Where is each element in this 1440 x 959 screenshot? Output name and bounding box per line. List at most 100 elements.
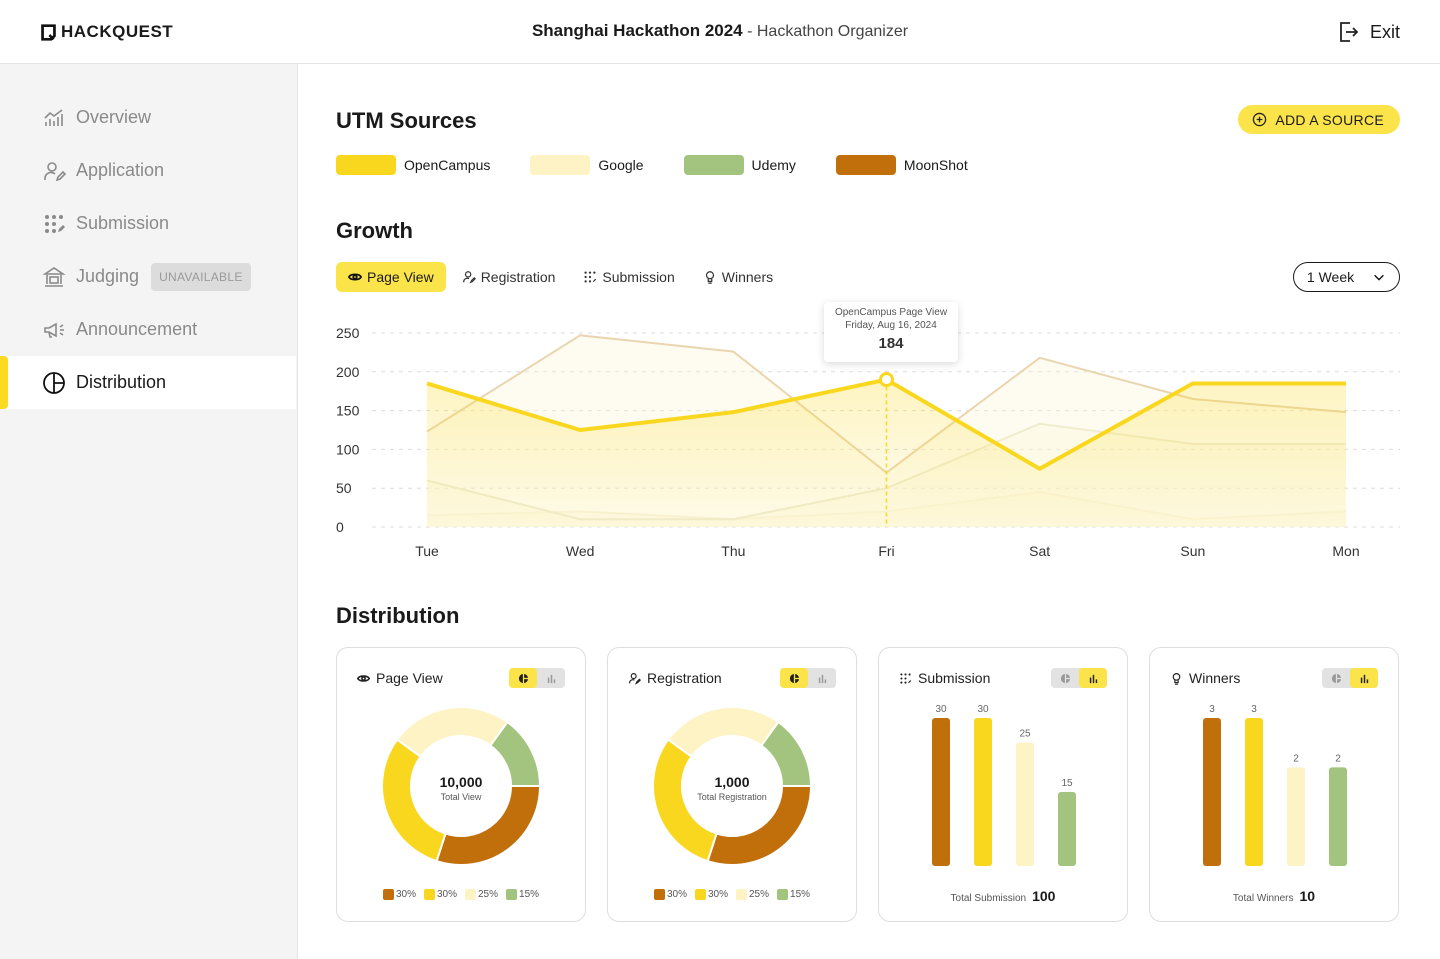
legend-item-udemy[interactable]: Udemy — [683, 155, 796, 175]
legend-item-google[interactable]: Google — [530, 155, 644, 175]
pct-legend-item: 30% — [423, 889, 457, 900]
pct-legend-item: 15% — [777, 889, 810, 900]
period-select[interactable]: 1 Week — [1293, 262, 1400, 292]
sidebar-item-overview[interactable]: Overview — [0, 91, 296, 144]
card-title: Submission — [899, 670, 990, 686]
dots-grid-icon — [584, 271, 597, 283]
period-value: 1 Week — [1306, 269, 1355, 285]
card-title-label: Page View — [376, 670, 443, 686]
pct-swatch — [423, 889, 435, 900]
bar — [1058, 792, 1076, 866]
bar-view-button[interactable] — [1079, 668, 1107, 688]
sidebar-item-distribution[interactable]: Distribution — [0, 356, 296, 409]
tab-label: Submission — [602, 269, 675, 285]
pct-label: 25% — [749, 889, 770, 900]
pct-label: 30% — [436, 889, 457, 900]
sidebar-item-label: Submission — [76, 213, 170, 233]
sidebar-item-announcement[interactable]: Announcement — [0, 303, 296, 356]
bar-chart-icon — [547, 674, 555, 683]
user-edit-icon — [462, 271, 476, 284]
tab-registration[interactable]: Registration — [450, 262, 568, 292]
bank-icon — [42, 266, 66, 287]
total-label: Total Winners — [1232, 893, 1294, 904]
bar — [1203, 718, 1221, 866]
pie-icon — [518, 673, 528, 683]
total-value: 1,000 — [714, 774, 750, 790]
y-tick-label: 200 — [336, 364, 360, 380]
x-tick-label: Tue — [415, 543, 439, 559]
pie-view-button[interactable] — [1051, 668, 1079, 688]
x-tick-label: Mon — [1332, 543, 1359, 559]
pie-view-button[interactable] — [780, 668, 808, 688]
sidebar-item-submission[interactable]: Submission — [0, 197, 296, 250]
pct-label: 30% — [395, 889, 416, 900]
total-value: 10 — [1299, 888, 1316, 904]
total-label: Total Registration — [697, 792, 767, 802]
pct-label: 15% — [790, 889, 811, 900]
card-page-view: Page View 10,000 Total View 30% 30% 25% … — [336, 647, 586, 922]
pct-swatch — [653, 889, 665, 900]
bar — [1016, 742, 1034, 866]
user-edit-icon — [629, 672, 641, 685]
highlight-point — [879, 372, 894, 388]
tab-winners[interactable]: Winners — [691, 262, 785, 292]
add-source-label: ADD A SOURCE — [1275, 111, 1384, 128]
bar-value-label: 2 — [1335, 753, 1341, 764]
pct-legend-item: 30% — [694, 889, 728, 900]
tab-submission[interactable]: Submission — [571, 262, 686, 292]
legend-label: MoonShot — [903, 157, 968, 173]
card-title-label: Winners — [1189, 670, 1241, 686]
donut-slice — [706, 785, 813, 866]
tab-page-view[interactable]: Page View — [336, 262, 446, 292]
utm-legend: OpenCampus Google Udemy MoonShot — [336, 155, 968, 175]
card-winners: Winners 3 3 2 2 Total Winners 10 — [1149, 647, 1399, 922]
top-header: HACKQUEST Shanghai Hackathon 2024 - Hack… — [0, 0, 1440, 64]
donut-slice — [759, 720, 813, 787]
card-viz — [652, 706, 813, 866]
chart-tooltip: OpenCampus Page View Friday, Aug 16, 202… — [824, 302, 958, 362]
view-toggle — [1051, 668, 1107, 688]
exit-label: Exit — [1369, 21, 1400, 42]
pct-swatch — [777, 889, 789, 900]
pie-view-button[interactable] — [1322, 668, 1350, 688]
legend-label: Google — [598, 157, 644, 173]
legend-item-moonshot[interactable]: MoonShot — [835, 155, 968, 175]
growth-title: Growth — [336, 218, 413, 243]
legend-swatch — [530, 155, 591, 175]
user-edit-icon — [44, 161, 66, 181]
view-toggle — [1322, 668, 1378, 688]
bar — [1287, 767, 1305, 866]
pct-swatch — [465, 889, 476, 900]
bulb-icon — [1172, 672, 1181, 685]
x-tick-label: Wed — [566, 543, 595, 559]
unavailable-badge: UNAVAILABLE — [151, 262, 251, 291]
bar-total: Total Submission 100 — [879, 888, 1127, 904]
megaphone-icon — [44, 322, 64, 338]
bar-view-button[interactable] — [537, 668, 565, 688]
tab-label: Registration — [480, 269, 556, 285]
pie-view-button[interactable] — [509, 668, 537, 688]
pie-icon — [43, 371, 65, 394]
growth-chart: 0 50 100 150 200 250 Tue Wed Thu Fri Sat Sun Mon — [336, 325, 1400, 559]
sidebar-item-judging[interactable]: Judging UNAVAILABLE — [0, 250, 296, 303]
legend-item-opencampus[interactable]: OpenCampus — [336, 155, 490, 175]
exit-button[interactable]: Exit — [1336, 20, 1400, 44]
sidebar-item-label: Announcement — [76, 319, 198, 339]
main-content: UTM Sources ADD A SOURCE OpenCampus Goog… — [336, 64, 1400, 959]
bar-view-button[interactable] — [808, 668, 836, 688]
total-label: Total Submission — [950, 893, 1027, 904]
donut-center: 1,000 Total Registration — [608, 774, 856, 802]
bar-view-button[interactable] — [1350, 668, 1378, 688]
bar-chart-icon — [1089, 674, 1097, 683]
chart-icon — [44, 108, 63, 126]
pie-icon — [1060, 673, 1070, 683]
logo-icon — [41, 23, 56, 41]
hackquest-logo[interactable]: HACKQUEST — [40, 22, 173, 42]
add-source-button[interactable]: ADD A SOURCE — [1238, 105, 1400, 134]
legend-label: Udemy — [751, 157, 796, 173]
x-tick-label: Thu — [721, 543, 745, 559]
chevron-down-icon — [1374, 274, 1384, 281]
role-label: - Hackathon Organizer — [742, 23, 909, 40]
card-title: Page View — [357, 670, 443, 686]
sidebar-item-application[interactable]: Application — [0, 144, 296, 197]
